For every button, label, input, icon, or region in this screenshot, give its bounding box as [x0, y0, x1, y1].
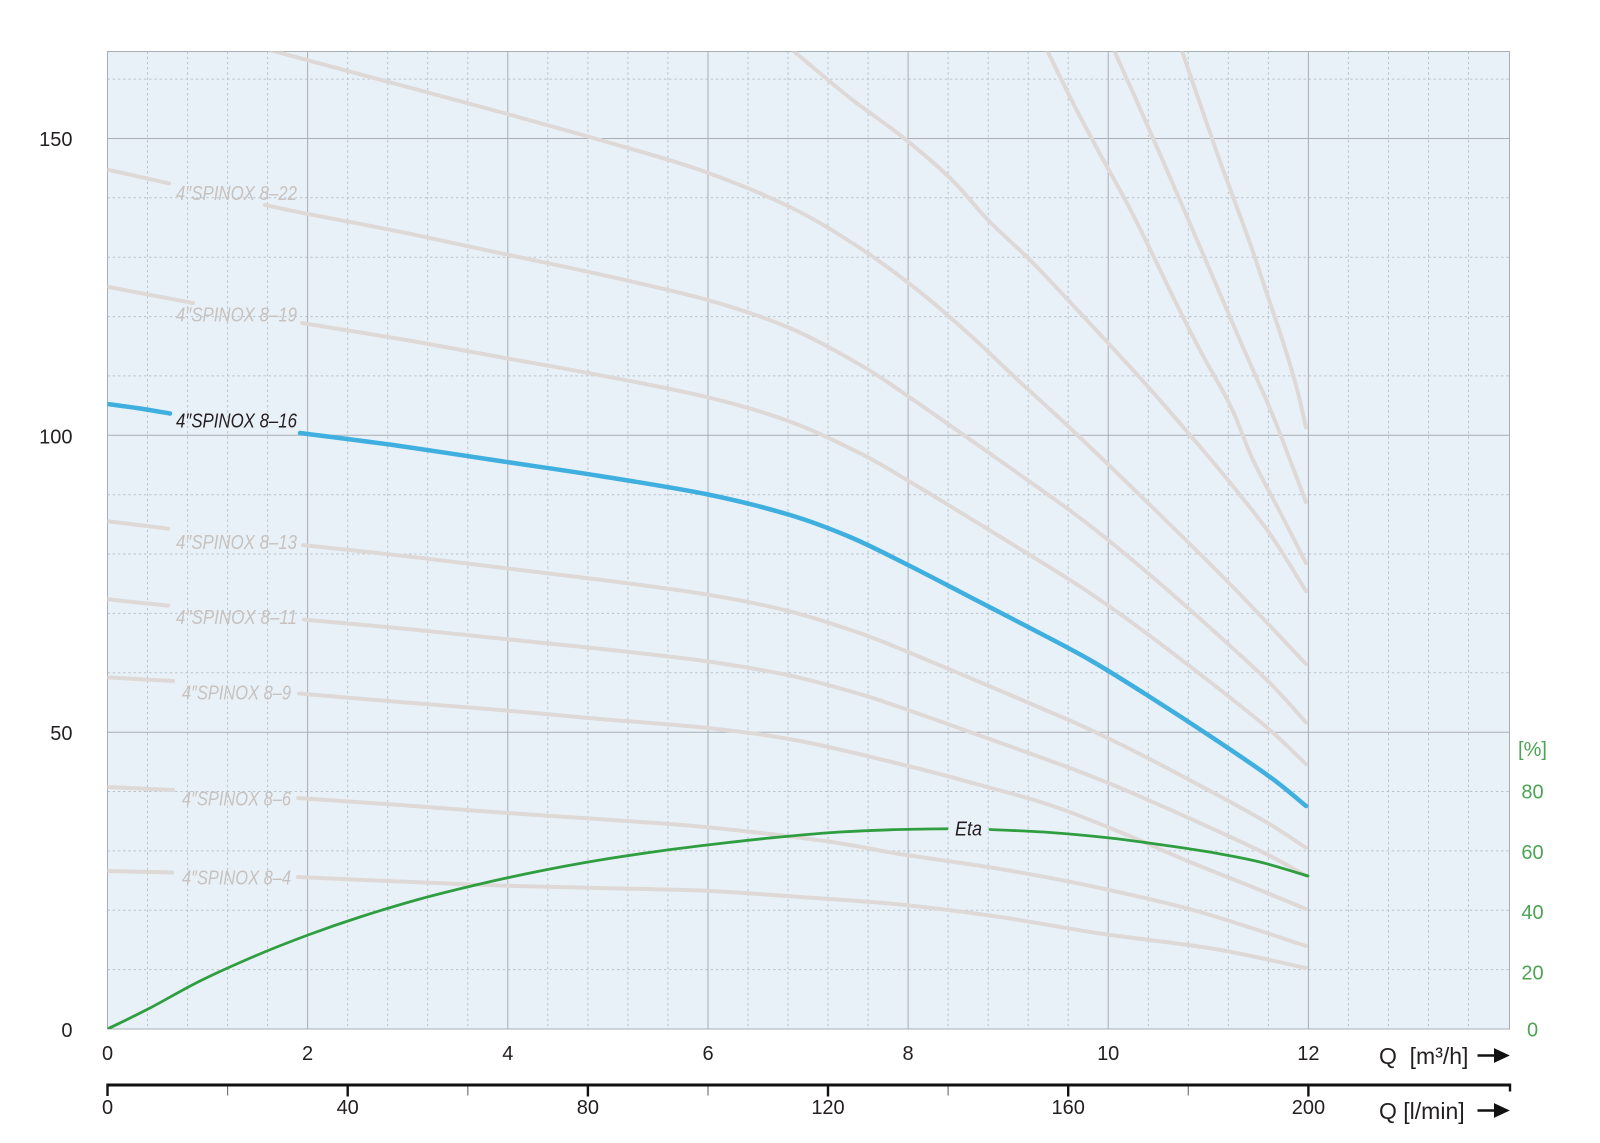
svg-text:150: 150 [39, 129, 72, 151]
svg-text:60: 60 [1521, 842, 1543, 864]
svg-text:50: 50 [50, 723, 72, 745]
svg-text:120: 120 [811, 1097, 844, 1119]
svg-text:Q [m³/h]: Q [m³/h] [1379, 1043, 1468, 1069]
svg-text:80: 80 [577, 1097, 599, 1119]
svg-text:80: 80 [1521, 782, 1543, 804]
svg-text:40: 40 [1521, 902, 1543, 924]
svg-text:20: 20 [1521, 963, 1543, 985]
svg-text:100: 100 [39, 426, 72, 448]
svg-text:4″SPINOX 8–9: 4″SPINOX 8–9 [182, 682, 291, 704]
svg-text:0: 0 [1527, 1020, 1538, 1042]
svg-text:200: 200 [1292, 1097, 1325, 1119]
svg-text:8: 8 [903, 1043, 914, 1065]
svg-text:4″SPINOX 8–22: 4″SPINOX 8–22 [176, 183, 297, 205]
svg-text:Eta: Eta [955, 819, 982, 841]
svg-text:0: 0 [102, 1097, 113, 1119]
svg-text:4″SPINOX 8–4: 4″SPINOX 8–4 [182, 867, 291, 889]
svg-text:160: 160 [1052, 1097, 1085, 1119]
svg-text:40: 40 [337, 1097, 359, 1119]
svg-text:[%]: [%] [1518, 739, 1547, 761]
svg-text:4: 4 [502, 1043, 513, 1065]
svg-text:12: 12 [1297, 1043, 1319, 1065]
svg-text:10: 10 [1097, 1043, 1119, 1065]
svg-text:4″SPINOX 8–11: 4″SPINOX 8–11 [176, 607, 297, 629]
svg-text:Q [l/min]: Q [l/min] [1379, 1098, 1465, 1124]
svg-text:4″SPINOX 8–13: 4″SPINOX 8–13 [176, 532, 297, 554]
svg-text:2: 2 [302, 1043, 313, 1065]
svg-text:4″SPINOX 8–16: 4″SPINOX 8–16 [176, 411, 298, 433]
svg-text:0: 0 [61, 1020, 72, 1042]
svg-text:6: 6 [702, 1043, 713, 1065]
svg-text:4″SPINOX 8–6: 4″SPINOX 8–6 [182, 789, 292, 811]
svg-text:4″SPINOX 8–19: 4″SPINOX 8–19 [176, 305, 297, 327]
svg-text:0: 0 [102, 1043, 113, 1065]
